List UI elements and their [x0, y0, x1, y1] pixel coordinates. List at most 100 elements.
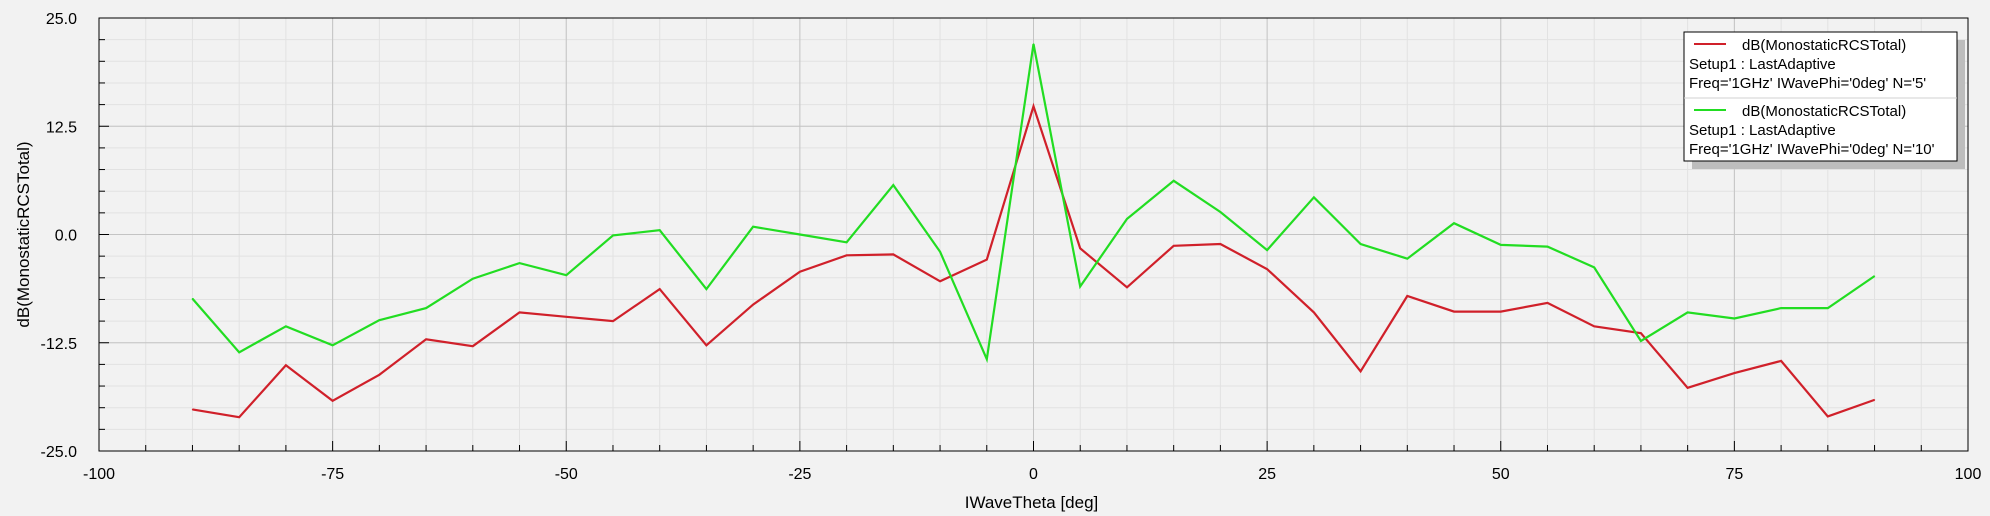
series-1-point: [1733, 372, 1735, 374]
series-2-point: [332, 344, 334, 346]
y-axis-title: dB(MonostaticRCSTotal): [14, 141, 33, 327]
series-1-point: [1780, 360, 1782, 362]
series-1-point: [1453, 310, 1455, 313]
legend-box: [1683, 31, 1958, 162]
series-2-point: [752, 226, 754, 228]
series-1-point: [1500, 310, 1502, 313]
series-1-point: [1032, 105, 1035, 107]
legend-series-detail: Setup1 : LastAdaptive: [1689, 122, 1836, 139]
series-1-point: [986, 259, 988, 261]
series-2-point: [612, 234, 614, 236]
series-2-point: [1406, 258, 1408, 260]
series-1-point: [1126, 286, 1128, 288]
legend-series-detail: Freq='1GHz' IWavePhi='0deg' N='10': [1689, 141, 1935, 158]
series-2-point: [892, 184, 894, 186]
series-1-point: [705, 344, 708, 346]
series-2-point: [238, 351, 240, 353]
series-2-point: [518, 262, 521, 264]
series-2-point: [378, 319, 380, 321]
series-1-point: [1873, 399, 1876, 401]
series-1-point: [1173, 245, 1175, 247]
series-1-point: [378, 374, 380, 376]
x-tick-label: 50: [1492, 466, 1510, 483]
x-tick-label: 0: [1029, 466, 1038, 483]
series-2-point: [191, 297, 194, 300]
series-1-point: [846, 254, 848, 256]
series-1-point: [659, 288, 661, 290]
series-1-point: [1079, 247, 1081, 249]
series-1-point: [1359, 370, 1362, 372]
series-1-point: [565, 316, 567, 318]
series-2-point: [1126, 218, 1128, 220]
series-1-point: [285, 364, 287, 366]
series-2-point: [846, 241, 848, 243]
series-2-point: [285, 325, 287, 327]
series-2-point: [1079, 285, 1081, 288]
series-1-point: [472, 345, 474, 347]
series-2-point: [705, 288, 708, 290]
series-2-point: [1640, 340, 1642, 342]
series-2-point: [1359, 243, 1362, 245]
series-1-point: [191, 408, 194, 411]
series-1-point: [1593, 325, 1595, 327]
series-layer: [191, 43, 1876, 419]
series-1-point: [238, 416, 240, 418]
y-tick-label: 25.0: [46, 11, 77, 28]
legend-series-detail: Freq='1GHz' IWavePhi='0deg' N='5': [1689, 75, 1926, 92]
series-2-point: [659, 229, 661, 231]
series-2-point: [1593, 266, 1595, 269]
series-2-point: [1546, 246, 1549, 248]
series-2-point: [565, 274, 567, 276]
series-2-point: [425, 307, 427, 309]
series-1-point: [1219, 243, 1221, 245]
series-1-point: [1827, 415, 1829, 417]
series-1-point: [425, 338, 427, 340]
legend-series-detail: Setup1 : LastAdaptive: [1689, 56, 1836, 73]
series-2-point: [472, 278, 474, 280]
series-1-point: [1266, 268, 1268, 270]
series-2-point: [1687, 311, 1689, 314]
series-2-point: [939, 251, 941, 253]
x-tick-label: -50: [555, 466, 578, 483]
series-1-point: [1406, 295, 1408, 297]
series-2-point: [1780, 307, 1782, 309]
series-1-point: [1313, 311, 1315, 314]
series-1-point: [752, 304, 754, 306]
y-tick-label: 0.0: [55, 228, 77, 245]
series-1-point: [1546, 302, 1549, 304]
series-2-point: [1032, 43, 1035, 45]
series-1: [191, 102, 1876, 419]
y-tick-label: 12.5: [46, 119, 77, 136]
x-tick-label: 100: [1955, 466, 1982, 483]
series-2-point: [799, 233, 801, 236]
series-1-point: [518, 311, 521, 314]
series-2-point: [1219, 211, 1221, 213]
series-2-point: [1266, 249, 1268, 251]
series-2-point: [1313, 196, 1315, 198]
x-tick-label: 75: [1725, 466, 1743, 483]
series-1-point: [939, 280, 941, 282]
legend-series-name: dB(MonostaticRCSTotal): [1742, 37, 1906, 54]
series-2-point: [1873, 275, 1876, 277]
series-1-point: [612, 320, 614, 322]
axis-ticks: -100 -75 -50 -25 0 25 50 75 100 -25.0 -12.5 0.0 12.5…: [41, 11, 1982, 483]
series-1-point: [332, 400, 334, 402]
x-tick-label: 25: [1258, 466, 1276, 483]
series-2: [191, 43, 1876, 364]
y-tick-label: -12.5: [41, 336, 78, 353]
series-1-point: [799, 271, 801, 273]
x-axis-title: IWaveTheta [deg]: [965, 493, 1099, 512]
series-2-point: [1453, 222, 1455, 224]
series-1-point: [1640, 332, 1642, 334]
series-2-point: [986, 358, 988, 360]
legend: dB(MonostaticRCSTotal) Setup1 : LastAdapt…: [1683, 31, 1965, 169]
x-tick-label: -75: [321, 466, 344, 483]
series-1-point: [892, 253, 894, 256]
series-1-point: [1687, 387, 1689, 389]
x-tick-label: -100: [83, 466, 115, 483]
x-tick-label: -25: [788, 466, 811, 483]
series-2-point: [1827, 307, 1829, 309]
series-2-point: [1500, 244, 1502, 246]
